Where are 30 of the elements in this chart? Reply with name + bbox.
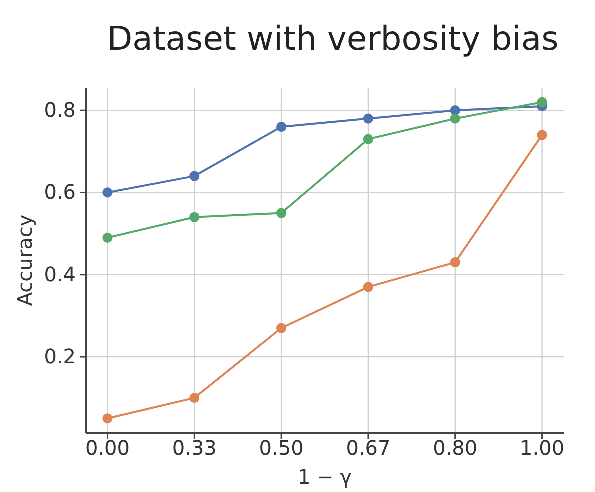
point: [276, 122, 287, 132]
x-tick-label: 0.33: [172, 436, 217, 460]
y-tick-label: 0.4: [44, 262, 76, 286]
chart-title: Dataset with verbosity bias: [107, 19, 559, 58]
x-tick-label: 0.80: [433, 436, 478, 460]
point: [450, 114, 460, 124]
point: [102, 232, 113, 243]
point: [276, 323, 287, 334]
x-tick-label: 0.00: [85, 436, 130, 460]
point: [190, 393, 200, 404]
point: [363, 134, 374, 144]
y-tick-label: 0.2: [44, 344, 76, 368]
x-tick-label: 1.00: [520, 436, 565, 460]
x-tick-label: 0.67: [346, 436, 391, 460]
point: [450, 106, 460, 116]
point: [450, 258, 460, 268]
x-axis-title: 1 − γ: [298, 465, 352, 489]
point: [102, 414, 113, 424]
point: [363, 114, 374, 124]
point: [190, 171, 200, 182]
y-tick-label: 0.6: [44, 180, 76, 204]
y-axis-title: Accuracy: [13, 214, 37, 306]
point: [537, 130, 548, 140]
point: [190, 212, 200, 222]
point: [537, 97, 548, 108]
point: [363, 282, 374, 292]
point: [102, 188, 113, 198]
point: [276, 208, 287, 218]
y-tick-label: 0.8: [44, 98, 76, 122]
x-tick-label: 0.50: [259, 436, 304, 460]
